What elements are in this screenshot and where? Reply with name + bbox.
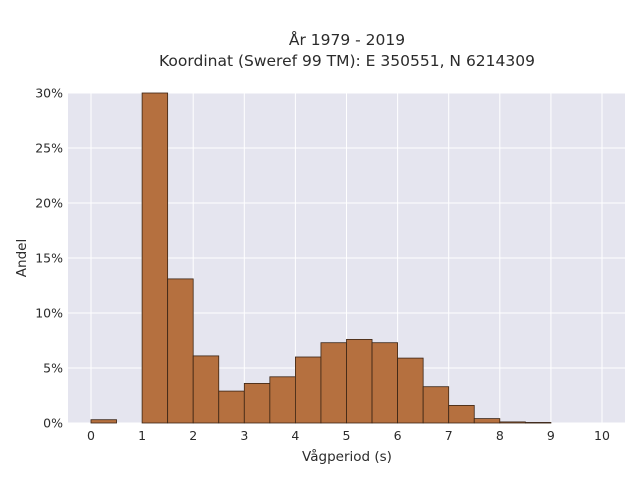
x-tick-label: 5 (343, 428, 351, 443)
y-tick-label: 15% (35, 251, 63, 266)
y-axis-label: Andel (14, 239, 30, 277)
y-tick-label: 10% (35, 306, 63, 321)
histogram-bar (422, 386, 450, 424)
histogram-bar (448, 404, 475, 424)
histogram-bar (499, 421, 526, 424)
histogram-bar (141, 92, 169, 424)
y-tick-label: 30% (35, 86, 63, 101)
histogram-bar (371, 342, 399, 424)
histogram-bar (294, 356, 322, 424)
histogram-bar (346, 338, 373, 424)
y-tick-label: 5% (43, 361, 63, 376)
x-tick-label: 0 (87, 428, 95, 443)
y-axis-ticks: 0% 5% 10% 15% 20% 25% 30% (35, 86, 63, 431)
chart-title-line-2: Koordinat (Sweref 99 TM): E 350551, N 62… (159, 52, 535, 70)
x-tick-label: 9 (547, 428, 555, 443)
histogram-bar (269, 376, 296, 424)
histogram-bar (320, 342, 347, 424)
x-axis-label: Vågperiod (s) (302, 448, 392, 465)
histogram-bar (218, 390, 245, 424)
histogram-bar (90, 419, 117, 424)
histogram-bar (243, 382, 271, 424)
x-tick-label: 2 (189, 428, 197, 443)
y-tick-label: 25% (35, 141, 63, 156)
x-tick-label: 1 (138, 428, 146, 443)
x-tick-label: 8 (496, 428, 504, 443)
histogram-bar (473, 418, 501, 424)
y-tick-label: 20% (35, 196, 63, 211)
y-tick-label: 0% (43, 416, 63, 431)
histogram-bar (397, 357, 424, 424)
histogram-bar (167, 278, 194, 424)
histogram-bar (524, 422, 552, 424)
x-tick-label: 10 (594, 428, 610, 443)
x-tick-label: 4 (291, 428, 299, 443)
x-axis-ticks: 0 1 2 3 4 5 6 7 8 9 10 (87, 428, 610, 443)
chart-title-line-1: År 1979 - 2019 (289, 30, 405, 49)
x-tick-label: 6 (394, 428, 402, 443)
histogram-bar (192, 355, 220, 424)
x-tick-label: 3 (240, 428, 248, 443)
x-tick-label: 7 (445, 428, 453, 443)
bars (90, 92, 552, 424)
